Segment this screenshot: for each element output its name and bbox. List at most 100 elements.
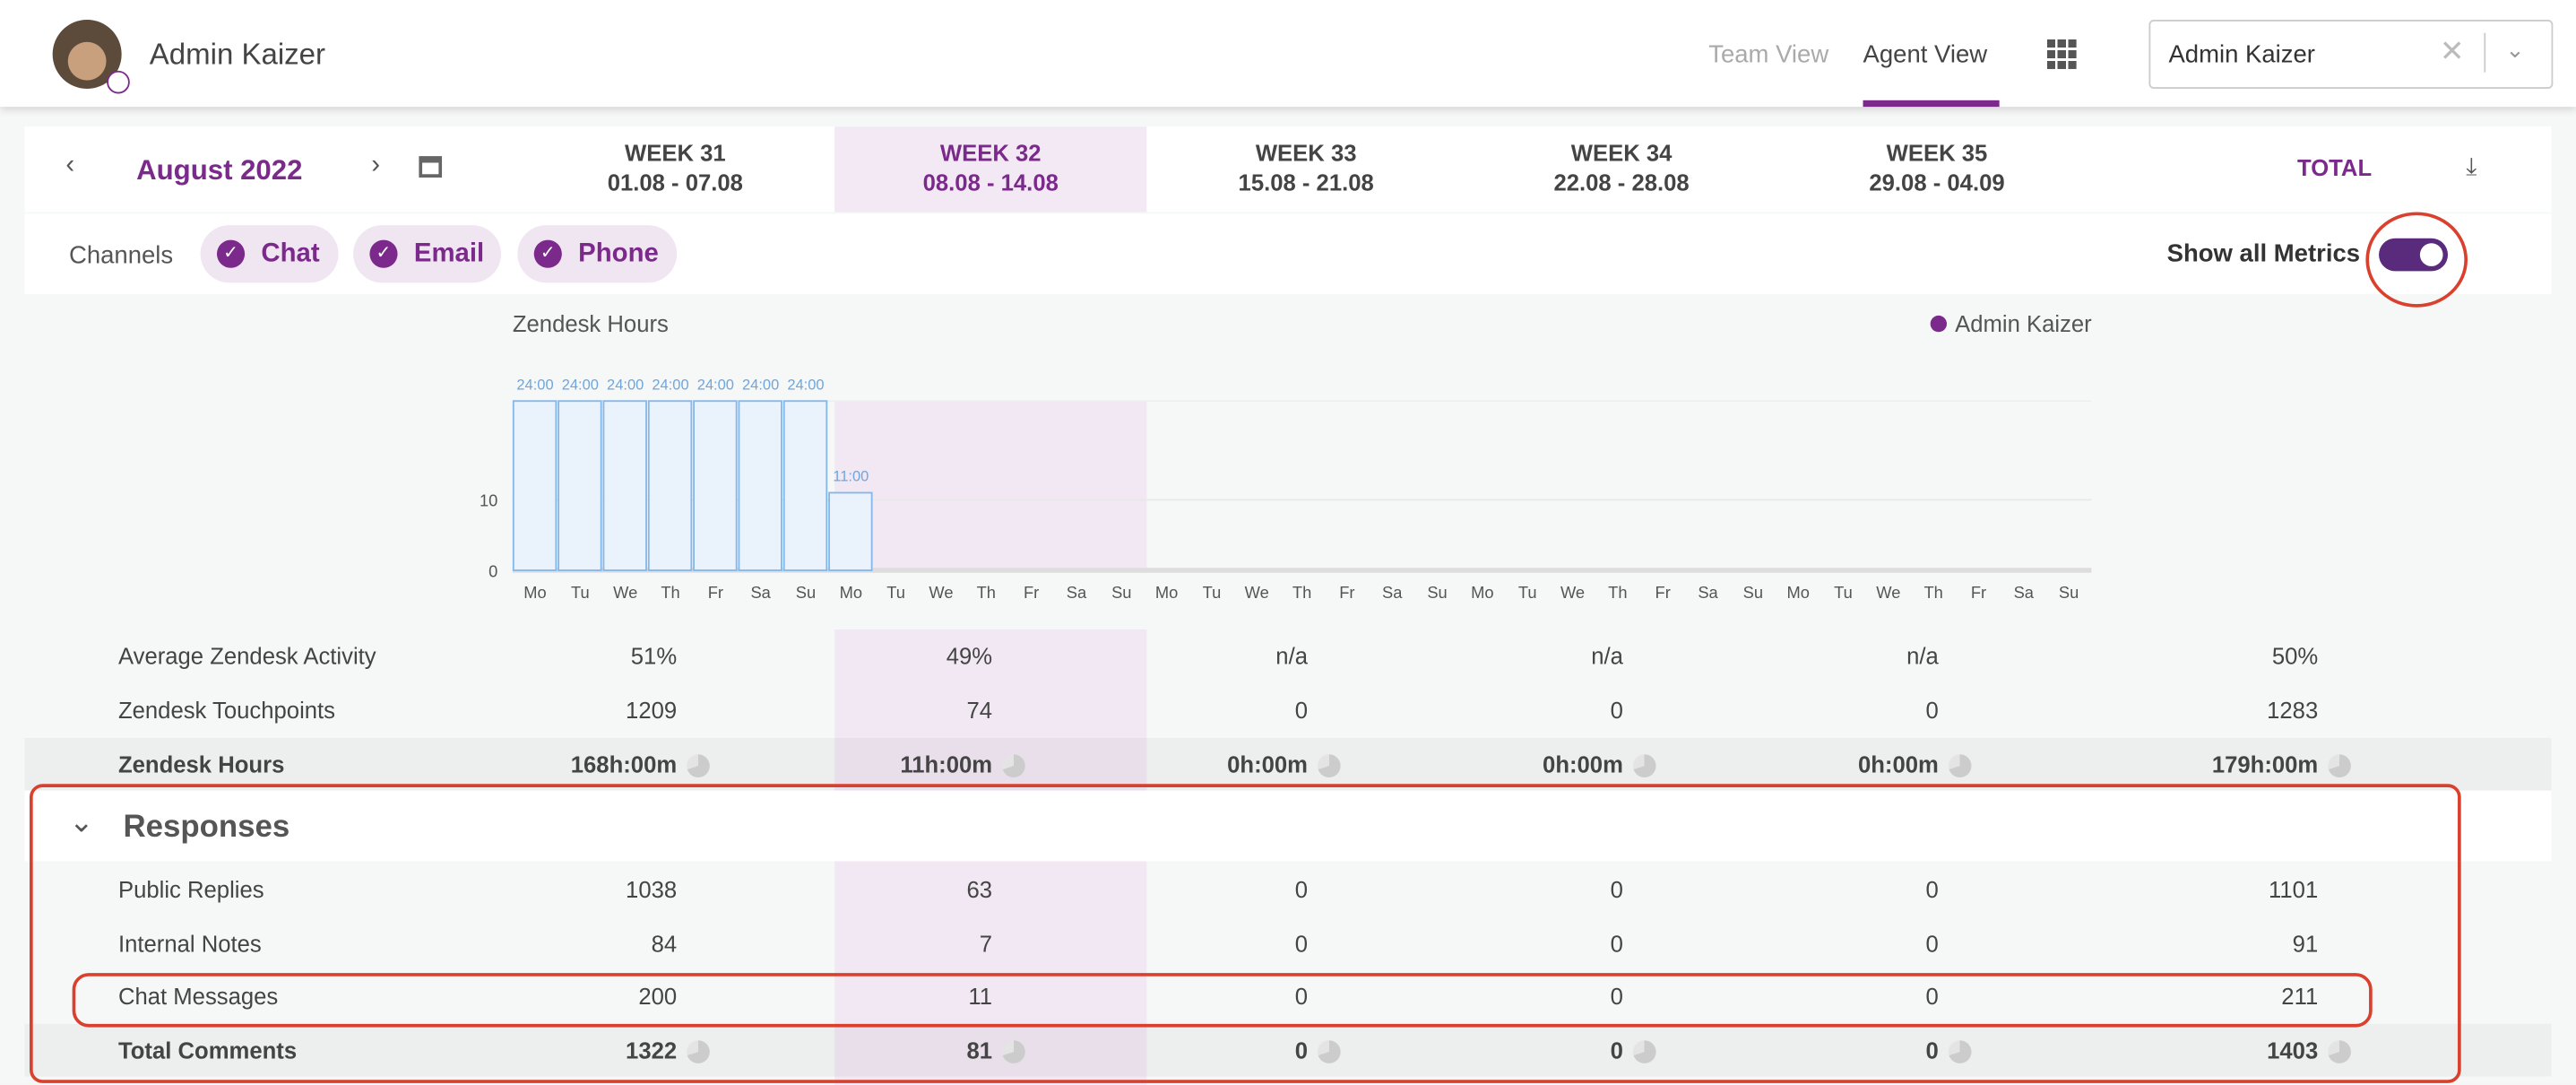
pie-icon[interactable] [1002, 1040, 1025, 1063]
value-label: 11:00 [833, 469, 869, 485]
week-range[interactable]: 08.08 - 14.08 [922, 169, 1059, 196]
next-button[interactable]: › [371, 151, 381, 179]
week-range[interactable]: 01.08 - 07.08 [607, 169, 743, 196]
x-tick-label: Mo [840, 583, 862, 602]
cell: 11 [968, 983, 993, 1010]
bar [647, 400, 693, 571]
value-label: 24:00 [607, 377, 644, 393]
avatar-badge [107, 70, 130, 94]
x-tick-label: Su [2059, 583, 2079, 602]
calendar-icon[interactable] [419, 156, 443, 178]
tab[interactable]: Agent View [1863, 40, 1988, 69]
week-label[interactable]: WEEK 34 [1570, 139, 1673, 167]
week-nav [24, 126, 2552, 213]
annotation-circle [2365, 212, 2468, 308]
x-tick-label: Th [1608, 583, 1627, 602]
channel-name[interactable]: Email [413, 239, 485, 268]
x-tick-label: Su [796, 583, 816, 602]
cell: 0 [1610, 1037, 1623, 1063]
cell: 1283 [2267, 697, 2319, 724]
x-tick-label: Th [661, 583, 679, 602]
cell: 0 [1925, 983, 1939, 1010]
pie-icon[interactable] [1002, 754, 1025, 777]
check-icon: ✓ [369, 239, 398, 268]
cell: 91 [2292, 930, 2319, 957]
pie-icon[interactable] [1632, 754, 1656, 777]
check-icon: ✓ [533, 239, 562, 268]
channels-label: Channels [68, 241, 174, 270]
chart-title: Zendesk Hours [513, 312, 669, 337]
week-range[interactable]: 29.08 - 04.09 [1869, 169, 2005, 196]
collapse-icon[interactable]: ⌄ [68, 805, 94, 838]
download-icon[interactable]: ⤓ [2466, 152, 2477, 181]
section-header [24, 790, 2552, 862]
value-label: 24:00 [787, 377, 824, 393]
x-tick-label: Sa [2014, 583, 2035, 602]
pie-icon[interactable] [687, 1040, 710, 1063]
y-tick-label: 10 [480, 491, 497, 510]
toggle-label: Show all Metrics [2166, 239, 2361, 268]
week-label[interactable]: WEEK 32 [939, 139, 1042, 167]
cell: 211 [2281, 983, 2319, 1010]
cell: 50% [2271, 642, 2319, 669]
row-label: Average Zendesk Activity [117, 642, 376, 669]
row-label: Public Replies [117, 875, 264, 903]
bar [738, 400, 782, 571]
week-label[interactable]: WEEK 35 [1886, 139, 1988, 167]
cell: 1209 [626, 697, 678, 724]
cell: 0 [1610, 930, 1623, 957]
week-highlight [834, 401, 1147, 571]
agent-select[interactable] [2148, 19, 2554, 89]
dropdown-icon[interactable]: ⌄ [2505, 36, 2525, 63]
cell: 0 [1925, 930, 1939, 957]
row-label: Internal Notes [117, 930, 262, 957]
value-label: 24:00 [516, 377, 553, 393]
row-label: Chat Messages [117, 983, 279, 1010]
cell: 11h:00m [900, 751, 993, 777]
y-tick-label: 0 [488, 561, 497, 580]
total-header: TOTAL [2296, 154, 2373, 181]
x-tick-label: Fr [1339, 583, 1354, 602]
pie-icon[interactable] [1948, 754, 1972, 777]
pie-icon[interactable] [2328, 1040, 2351, 1063]
cell: n/a [1275, 642, 1308, 669]
prev-button[interactable]: ‹ [65, 151, 75, 179]
value-label: 24:00 [742, 377, 779, 393]
channel-name[interactable]: Phone [578, 239, 659, 268]
clear-icon[interactable]: ✕ [2439, 34, 2465, 68]
pie-icon[interactable] [1948, 1040, 1972, 1063]
value-label: 24:00 [652, 377, 688, 393]
week-label[interactable]: WEEK 31 [624, 139, 726, 167]
x-tick-label: Fr [1024, 583, 1039, 602]
week-range[interactable]: 22.08 - 28.08 [1553, 169, 1690, 196]
cell: 0 [1925, 875, 1939, 903]
pie-icon[interactable] [2328, 754, 2351, 777]
cell: 1101 [2269, 875, 2319, 903]
x-tick-label: Sa [1698, 583, 1718, 602]
x-tick-label: Th [1292, 583, 1311, 602]
bar [782, 400, 828, 571]
cell: 7 [979, 930, 993, 957]
cell: 200 [638, 983, 678, 1010]
cell: 0 [1294, 875, 1308, 903]
apps-icon[interactable] [2046, 39, 2077, 69]
x-tick-label: Tu [886, 583, 905, 602]
pie-icon[interactable] [1317, 1040, 1341, 1063]
week-label[interactable]: WEEK 33 [1255, 139, 1357, 167]
channel-name[interactable]: Chat [261, 239, 320, 268]
x-tick-label: Su [1743, 583, 1763, 602]
x-tick-label: We [1560, 583, 1585, 602]
section-title[interactable]: Responses [123, 810, 290, 846]
top-bar [0, 0, 2576, 108]
tab[interactable]: Team View [1708, 40, 1829, 69]
cell: 168h:00m [570, 751, 678, 777]
cell: 0h:00m [1227, 751, 1308, 777]
cell: 0h:00m [1543, 751, 1623, 777]
month: August 2022 [136, 154, 303, 187]
pie-icon[interactable] [1632, 1040, 1656, 1063]
divider [2484, 32, 2486, 73]
pie-icon[interactable] [1317, 754, 1341, 777]
week-range[interactable]: 15.08 - 21.08 [1238, 169, 1374, 196]
pie-icon[interactable] [687, 754, 710, 777]
